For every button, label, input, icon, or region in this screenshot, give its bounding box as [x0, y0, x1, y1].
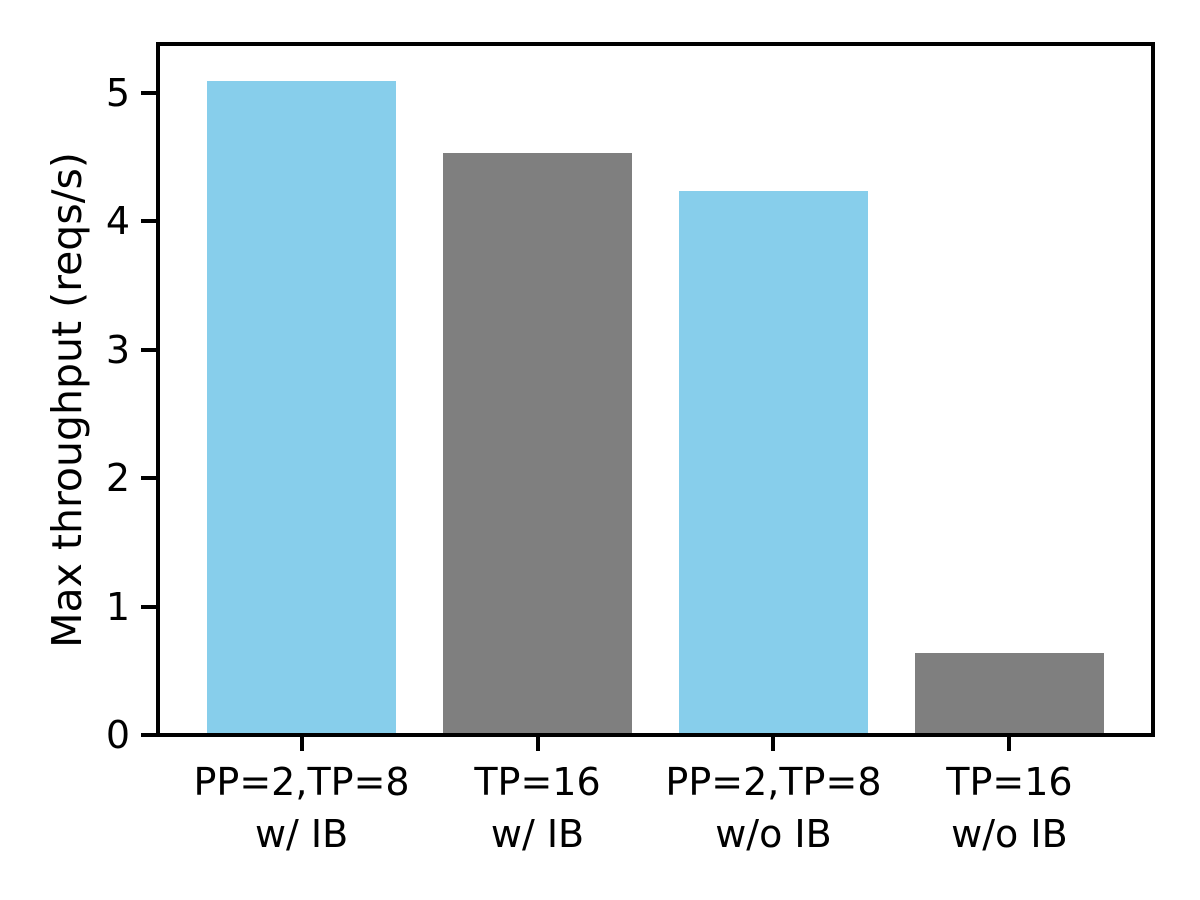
x-tick-label-line: w/ IB [254, 812, 349, 856]
y-tick-mark [141, 90, 156, 95]
y-tick-mark [141, 733, 156, 737]
chart-bar-2 [443, 153, 632, 733]
y-tick-label: 2 [105, 456, 130, 501]
plot-area [156, 42, 1155, 737]
x-tick-label-line: w/o IB [715, 812, 832, 856]
y-tick-label: 5 [105, 70, 130, 115]
chart-bar-3 [679, 190, 868, 733]
x-tick-label: PP=2,TP=8 w/ IB [82, 756, 522, 860]
x-tick-mark [1007, 737, 1012, 751]
y-tick-label: 1 [105, 584, 130, 629]
x-tick-label-line: TP=16 [474, 760, 601, 804]
x-tick-label-line: w/o IB [951, 812, 1068, 856]
x-tick-mark [771, 737, 776, 751]
x-tick-label-line: TP=16 [946, 760, 1073, 804]
x-tick-mark [299, 737, 304, 751]
y-axis-label: Max throughput (reqs/s) [43, 152, 91, 648]
y-tick-mark [141, 219, 156, 224]
y-tick-mark [141, 476, 156, 481]
x-tick-label: TP=16 w/o IB [789, 756, 1200, 860]
y-tick-mark [141, 347, 156, 352]
chart-bar-1 [207, 81, 396, 733]
y-tick-label: 0 [105, 713, 130, 757]
x-tick-label-line: w/ IB [490, 812, 585, 856]
x-tick-mark [535, 737, 540, 751]
y-tick-label: 3 [105, 327, 130, 372]
x-tick-label-line: PP=2,TP=8 [193, 760, 410, 804]
y-tick-label: 4 [105, 199, 130, 244]
x-tick-label: TP=16 w/ IB [318, 756, 758, 860]
x-tick-label: PP=2,TP=8 w/o IB [553, 756, 993, 860]
y-tick-mark [141, 604, 156, 609]
chart-bar-4 [915, 652, 1104, 733]
x-tick-label-line: PP=2,TP=8 [665, 760, 882, 804]
